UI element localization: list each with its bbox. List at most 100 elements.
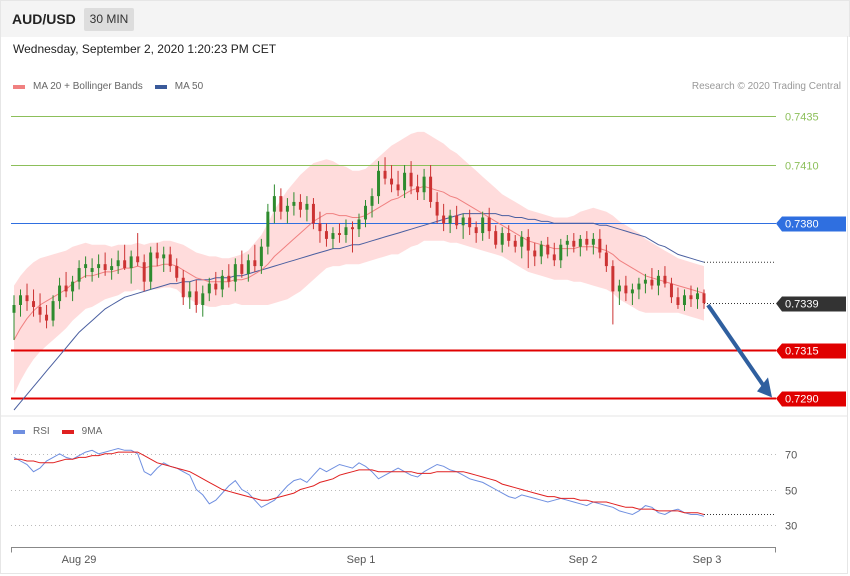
candle-body [38,306,42,315]
candle-body [546,244,550,255]
candle-body [468,217,472,228]
candle-body [435,201,439,216]
timeframe-badge[interactable]: 30 MIN [84,8,134,31]
candle-body [175,266,179,278]
candle-body [84,264,88,269]
x-tick-label: Sep 3 [693,554,722,566]
candle-body [77,268,81,282]
candle-body [669,283,673,298]
price-tag-last [776,296,846,312]
candle-body [455,215,459,226]
candle-body [416,186,420,193]
candle-body [168,254,172,267]
candle-body [533,250,537,257]
candle-body [51,301,55,321]
candle-body [155,252,159,259]
candle-body [32,301,36,307]
rsi-tick-label: 30 [785,521,797,533]
candle-body [572,240,576,247]
candle-body [422,176,426,193]
candle-body [45,314,49,321]
candle-body [207,283,211,294]
candle-body [240,264,244,274]
rsi-legend-label: RSI [33,426,50,437]
ma50-swatch [154,84,167,89]
candle-body [194,291,198,305]
candle-body [253,260,257,267]
candle-body [624,285,628,294]
price-label-support: 0.7290 [785,394,819,406]
candle-body [279,196,283,212]
candle-body [357,219,361,230]
candle-body [578,238,582,247]
candle-body [409,172,413,187]
ma50-legend-label: MA 50 [174,81,204,92]
candles-group [12,157,706,340]
candle-body [539,244,543,257]
candle-body [227,275,231,282]
candle-body [188,291,192,298]
candle-body [481,217,485,234]
candle-body [461,217,465,226]
candle-body [604,252,608,267]
x-tick-label: Sep 1 [347,554,376,566]
rsi-line [13,447,705,517]
rsi-tick-label: 70 [785,450,797,462]
candle-body [396,184,400,191]
bollinger-band [14,131,704,395]
candle-body [71,281,75,292]
main-legend: MA 20 + Bollinger Bands MA 50 [13,81,215,92]
candle-body [344,227,348,235]
candle-body [650,279,654,286]
candle-body [12,305,16,313]
candle-body [214,283,218,290]
candle-body [526,236,530,251]
ma20-legend-label: MA 20 + Bollinger Bands [33,81,143,92]
price-tag-support [776,343,846,359]
candle-body [19,295,23,305]
candle-body [181,277,185,298]
candle-body [559,244,563,261]
price-label-resistance: 0.7410 [785,161,819,173]
candle-body [552,254,556,261]
candle-body [103,264,107,270]
candle-body [110,266,114,270]
rsi-swatch [13,429,25,434]
candle-body [598,238,602,253]
candle-body [246,260,250,274]
chart-frame [0,36,848,574]
candle-body [702,293,706,304]
credit-text: Research © 2020 Trading Central [691,81,841,92]
candle-body [149,252,153,282]
price-label-last: 0.7339 [785,299,819,311]
candle-body [64,285,68,292]
x-tick-label: Sep 2 [569,554,598,566]
candle-body [136,256,140,263]
candle-body [689,295,693,300]
candle-body [266,211,270,247]
price-tag-pivot [776,216,846,232]
candle-body [318,223,322,232]
candle-body [220,275,224,290]
candle-body [324,231,328,239]
rsi-tick-label: 50 [785,486,797,498]
candle-body [695,293,699,300]
candle-body [442,215,446,224]
candle-body [311,203,315,224]
candle-body [298,201,302,210]
candle-body [383,170,387,179]
price-label-support: 0.7315 [785,346,819,358]
candle-body [494,231,498,245]
candle-body [259,246,263,267]
candle-body [123,260,127,269]
candle-body [637,283,641,290]
candle-body [429,176,433,202]
candle-body [350,227,354,230]
candle-body [377,170,381,197]
ma20-swatch [13,84,25,89]
candle-body [292,201,296,206]
price-tag-support [776,391,846,407]
candle-body [487,217,491,232]
ma50-line [13,213,705,411]
candle-body [370,196,374,206]
